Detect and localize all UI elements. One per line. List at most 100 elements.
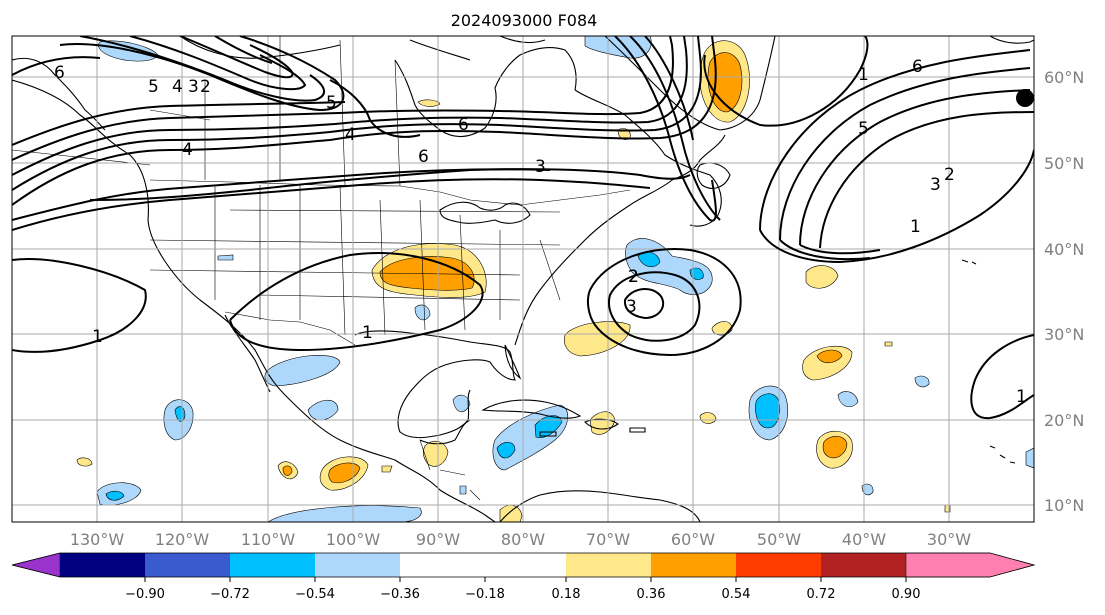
shade-caribbean-blue-inner-2 [496,441,516,459]
contour-label: 6 [54,63,65,83]
shade-small-blue-2 [459,485,467,495]
colorbar-swatch [566,553,651,577]
contour-atlantic-low-2 [608,271,701,342]
shade-small-yellow-1 [884,341,893,347]
colorbar: −0.90 −0.72 −0.54 −0.36 −0.18 0.18 0.36 … [11,552,1036,602]
lon-label: 80°W [501,530,545,549]
contour-atlantic-ridge-2 [779,67,1031,241]
contour-nw-trough-1 [59,36,345,112]
contour-label: 4 [182,140,193,160]
lat-label: 40°N [1044,240,1084,259]
colorbar-tick-label: −0.54 [295,587,335,602]
contour-label: 3 [930,175,941,195]
shade-atlantic-blue-5-inner [755,393,781,429]
coast-florida [504,344,522,380]
colorbar-tick-label: 0.72 [807,587,836,602]
contour-atlantic-ridge-4 [819,111,1034,249]
coast-azores-dots [961,259,1016,464]
shade-pacific-blue-8 [267,505,422,522]
colorbar-swatch [651,553,736,577]
shade-far-east-blue [1025,447,1034,469]
shade-mexico-pacific-blue [264,355,341,387]
coast-east-us [514,134,726,346]
colorbar-ticks [144,577,907,582]
contour-east-labrador-3 [644,36,694,141]
colorbar-swatch [736,553,821,577]
contour-label: 1 [92,327,103,347]
contour-atlantic-low-1 [586,248,742,357]
graticule [12,36,1034,522]
lon-label: 30°W [927,530,971,549]
shade-pacific-orange-5 [328,462,361,484]
contour-label: 5 [858,119,869,139]
contour-nw-trough-5 [214,36,273,64]
lon-label: 70°W [586,530,630,549]
colorbar-tick-label: −0.90 [125,587,165,602]
contour-label: 2 [628,267,639,287]
colorbar-tick-label: −0.36 [380,587,420,602]
contour-label: 3 [535,157,546,177]
lat-label: 60°N [1044,68,1084,87]
coast-yucatan [419,419,471,445]
contour-east-labrador-2 [629,36,721,221]
coast-jamaica [539,431,557,437]
shade-mexico-pacific-blue-2 [307,399,339,421]
coast-puerto-rico [629,427,646,433]
shade-bahamas-blue [452,394,471,413]
lon-label: 60°W [671,530,715,549]
map-title: 2024093000 F084 [451,11,598,30]
colorbar-extend-high [905,552,1035,578]
shade-pacific-blue-7-inner [105,490,125,501]
contour-jet-lower-2 [12,178,651,231]
shade-small-blue-1 [217,254,234,261]
contour-hudson-6 [329,79,421,138]
contour-label: 2 [628,267,639,287]
contours [12,36,1034,420]
location-marker [1016,89,1034,107]
colorbar-swatch [400,553,566,577]
contour-atlantic-ridge-6 [779,239,871,261]
shade-atlantic-yellow-2 [805,265,839,289]
lon-label: 40°W [842,530,886,549]
shade-atlantic-blue-10 [861,483,874,496]
coast-south-america [499,490,701,522]
contour-jet-5 [12,101,346,146]
contour-jet-lower-3 [12,168,551,221]
border-states [149,184,561,336]
contour-label: 1 [362,323,373,343]
contour-jet-2 [12,36,702,191]
coast-great-lakes [439,201,531,224]
contour-se-1 [970,334,1034,420]
contour-label: 3 [626,297,637,317]
contour-alaska-1 [12,56,101,76]
contour-label: 4 [345,125,356,145]
lon-label: 120°W [155,530,210,549]
shade-gulf-blue [414,304,431,321]
colorbar-tick-label: −0.72 [210,587,250,602]
contour-1-southwest [12,258,147,353]
contour-label: 6 [912,57,923,77]
shade-pacific-orange-4 [282,465,293,476]
shade-pacific-yellow-6 [76,457,93,467]
colorbar-outline [11,552,1036,578]
colorbar-tick-label: 0.90 [892,587,921,602]
latitude-labels: 60°N 50°N 40°N 30°N 20°N 10°N [1044,68,1084,515]
border-us-mexico [224,311,356,346]
contour-1-south-us [229,252,484,352]
coast-hudson-bay [394,46,577,138]
contour-label: 6 [418,147,429,167]
contour-atlantic-ridge-7 [799,244,881,255]
contour-label: 1 [858,65,869,85]
contour-jet-lower-1 [89,168,691,201]
contour-sub-1 [703,36,869,127]
contour-jet-4 [12,36,674,161]
map-frame [11,35,1035,523]
shade-small-yellow-3 [381,465,393,473]
shade-atlantic-orange-4 [816,349,843,364]
coast-iceland [989,36,1034,44]
shade-atlantic-yellow-9 [699,412,717,424]
contour-label: 5 [326,93,337,113]
colorbar-swatch [821,553,906,577]
shade-atlantic-blue-6 [837,391,859,408]
